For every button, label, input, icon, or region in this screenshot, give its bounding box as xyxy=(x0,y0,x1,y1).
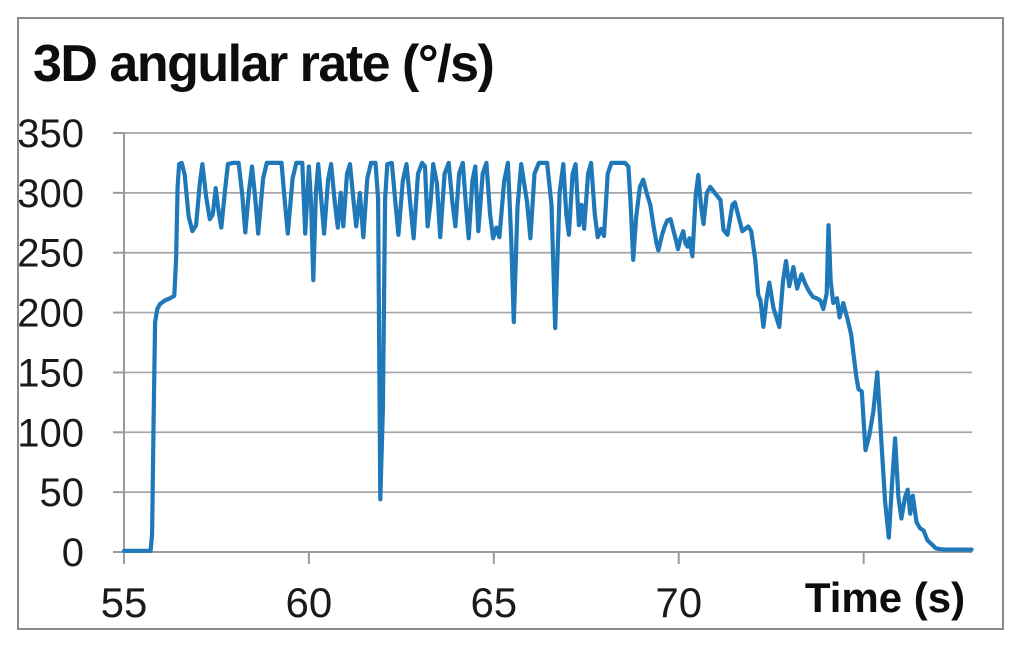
y-tick-label: 250 xyxy=(17,232,84,276)
x-tick-label: 70 xyxy=(655,579,702,626)
y-tick-label: 50 xyxy=(40,471,85,515)
x-axis-title: Time (s) xyxy=(804,574,966,621)
y-tick-label: 300 xyxy=(17,172,84,216)
y-tick-label: 100 xyxy=(17,411,84,455)
x-tick-label: 55 xyxy=(101,579,148,626)
y-tick-label: 200 xyxy=(17,292,84,336)
y-tick-label: 0 xyxy=(62,531,84,575)
y-tick-label: 150 xyxy=(17,351,84,395)
x-tick-label: 60 xyxy=(286,579,333,626)
chart-title: 3D angular rate (°/s) xyxy=(33,35,495,93)
data-series-line xyxy=(121,160,974,553)
chart-border-frame xyxy=(17,17,1004,630)
x-tick-label: 65 xyxy=(470,579,517,626)
y-tick-label: 350 xyxy=(17,112,84,156)
